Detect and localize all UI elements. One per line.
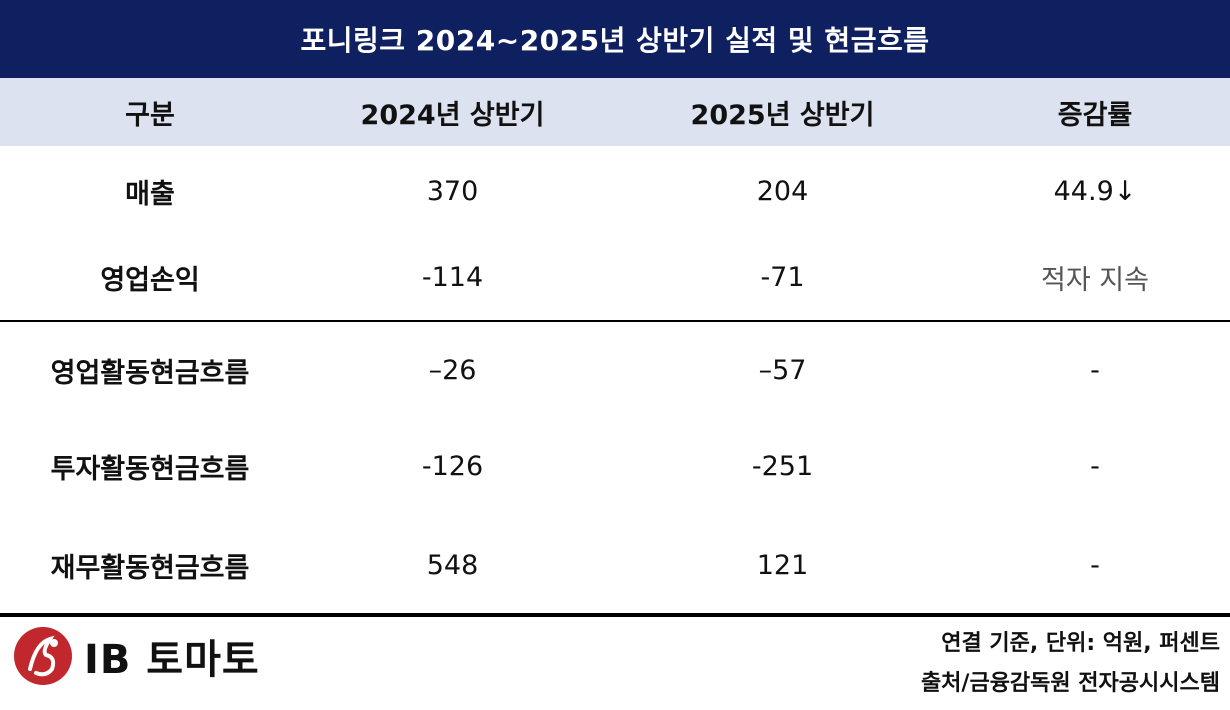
value-2024: –26 [428, 354, 477, 386]
table-row: 영업활동현금흐름 –26 –57 - [0, 324, 1230, 416]
tomato-logo-icon [14, 627, 72, 685]
table-header-row: 구분 2024년 상반기 2025년 상반기 증감률 [0, 78, 1230, 146]
value-2024: 370 [426, 175, 479, 207]
section-divider [0, 320, 1230, 322]
table-row: 투자활동현금흐름 -126 -251 - [0, 418, 1230, 514]
header-change-rate: 증감률 [1057, 99, 1133, 131]
value-change: - [1090, 354, 1100, 386]
value-2024: -114 [421, 261, 484, 293]
footer-notes: 연결 기준, 단위: 억원, 퍼센트 출처/금융감독원 전자공시시스템 [921, 624, 1220, 704]
value-2025: -251 [751, 450, 814, 482]
table-row: 재무활동현금흐름 548 121 - [0, 516, 1230, 614]
value-2025: 204 [756, 175, 809, 207]
table-title: 포니링크 2024~2025년 상반기 실적 및 현금흐름 [0, 0, 1230, 78]
header-2024-h1: 2024년 상반기 [360, 99, 545, 131]
row-label: 재무활동현금흐름 [50, 552, 250, 584]
ib-tomato-logo: IB 토마토 [12, 626, 260, 686]
row-label: 투자활동현금흐름 [50, 453, 250, 485]
header-category: 구분 [125, 99, 175, 131]
table-row: 매출 370 204 44.9↓ [0, 146, 1230, 236]
table-bottom-border [0, 613, 1230, 617]
value-2025: –57 [758, 354, 807, 386]
value-2024: -126 [421, 450, 484, 482]
row-label: 매출 [125, 178, 175, 210]
header-2025-h1: 2025년 상반기 [690, 99, 875, 131]
table-row: 영업손익 -114 -71 적자 지속 [0, 232, 1230, 322]
value-change: 적자 지속 [1041, 264, 1149, 296]
value-2024: 548 [426, 549, 479, 581]
row-label: 영업활동현금흐름 [50, 357, 250, 389]
value-change: - [1090, 450, 1100, 482]
value-change: - [1090, 549, 1100, 581]
value-2025: 121 [756, 549, 809, 581]
value-2025: -71 [760, 261, 805, 293]
value-change: 44.9↓ [1053, 175, 1137, 207]
unit-note: 연결 기준, 단위: 억원, 퍼센트 [941, 631, 1220, 656]
logo-wordmark: IB 토마토 [84, 637, 260, 683]
source-note: 출처/금융감독원 전자공시시스템 [920, 671, 1220, 696]
row-label: 영업손익 [100, 264, 200, 296]
